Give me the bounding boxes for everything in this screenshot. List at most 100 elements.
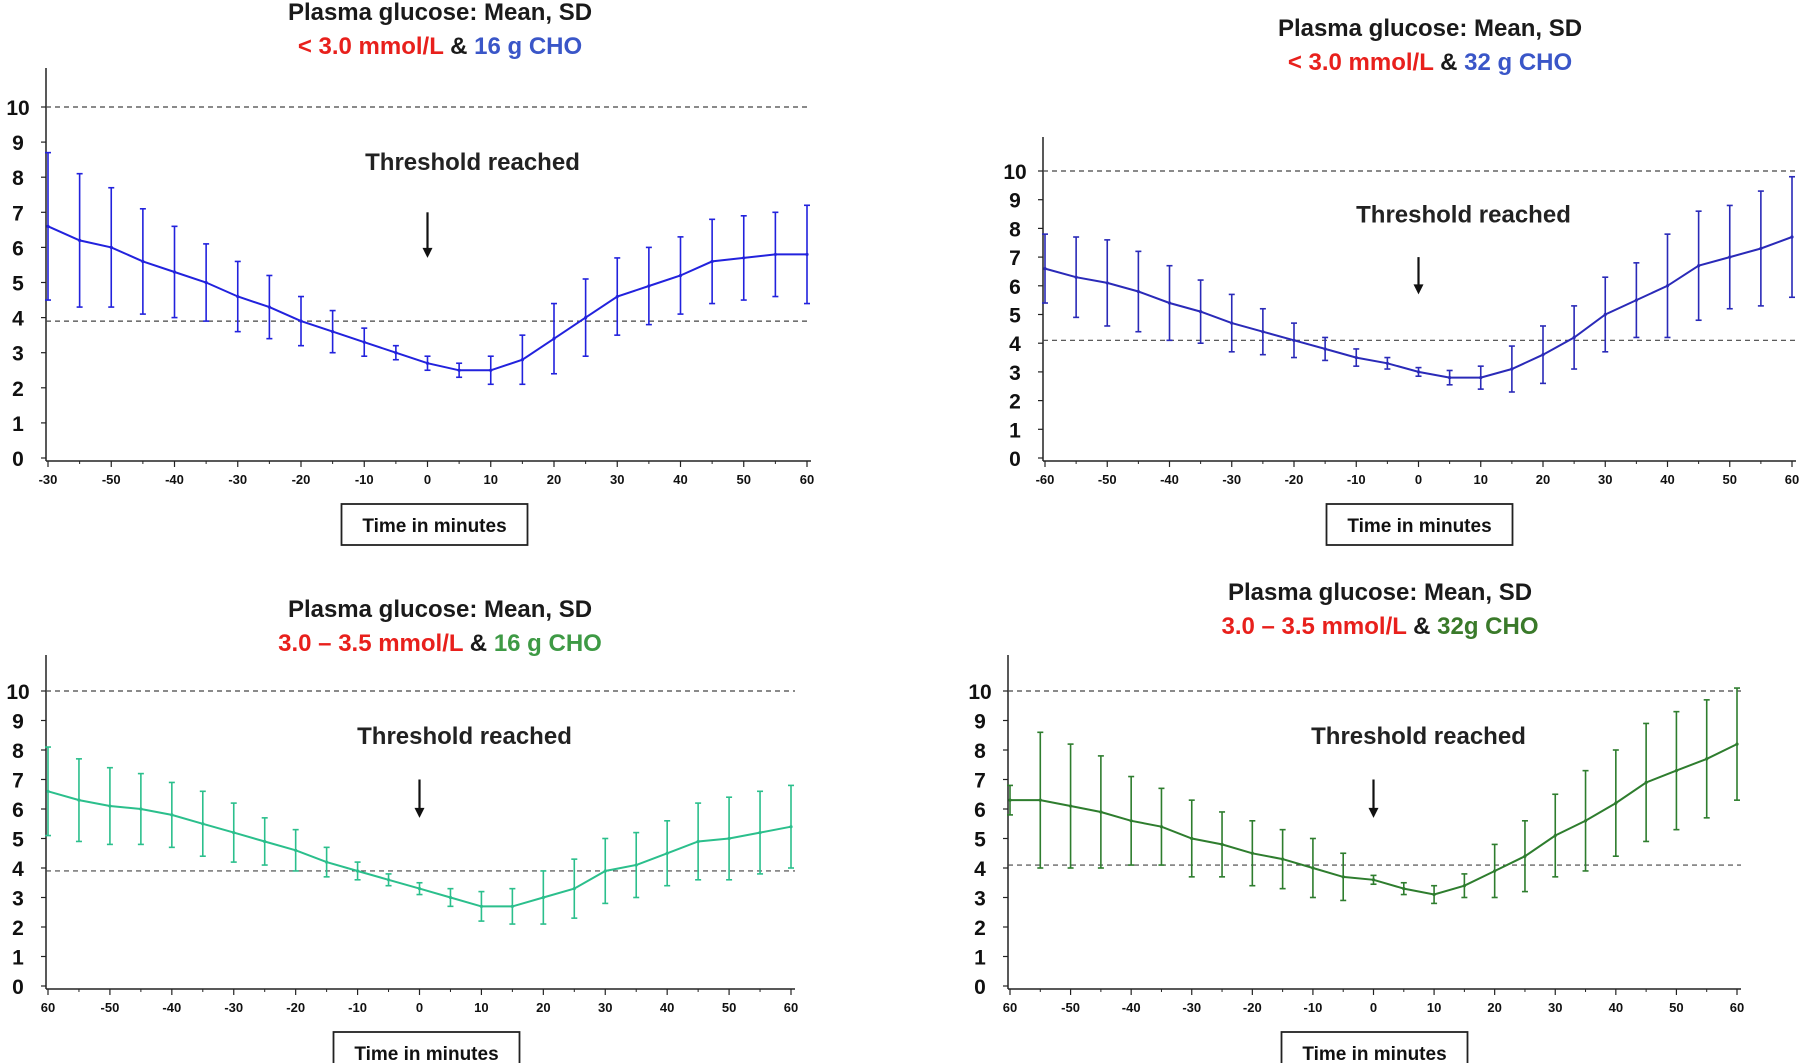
data-point — [541, 895, 545, 900]
data-point — [665, 851, 669, 855]
x-tick-label: 40 — [1609, 1000, 1623, 1015]
y-tick-label: 5 — [12, 829, 24, 852]
y-tick-label: 0 — [1009, 448, 1021, 471]
x-tick-label: 20 — [1536, 472, 1550, 487]
data-point — [1603, 312, 1607, 317]
x-tick-label: 30 — [598, 1000, 612, 1015]
x-axis-label-box — [1325, 503, 1514, 546]
data-point — [1323, 347, 1327, 351]
arrow-head — [1413, 284, 1424, 295]
x-tick-label: 60 — [784, 1000, 798, 1015]
chart-1-subtitle: < 3.0 mmol/L & 16 g CHO — [225, 30, 655, 64]
y-tick-label: 2 — [974, 917, 986, 940]
x-tick-label: 40 — [1660, 472, 1674, 487]
data-point — [773, 252, 777, 257]
x-tick-label: 20 — [547, 472, 561, 487]
y-tick-label: 3 — [1009, 362, 1021, 385]
x-axis-label: Time in minutes — [354, 1044, 498, 1063]
x-tick-label: 50 — [737, 472, 751, 487]
x-tick-label: 60 — [800, 472, 814, 487]
y-tick-label: 0 — [12, 976, 24, 999]
x-tick-label: 0 — [416, 1000, 423, 1015]
y-tick-label: 8 — [1009, 218, 1021, 241]
data-point — [294, 848, 298, 852]
data-point — [510, 904, 514, 908]
data-point — [1371, 878, 1376, 882]
data-point — [1220, 842, 1224, 847]
chart-2-subtitle-threshold: < 3.0 mmol/L — [1287, 49, 1434, 76]
data-point — [479, 904, 484, 908]
x-tick-label: 50 — [722, 1000, 736, 1015]
data-point — [1199, 310, 1203, 314]
y-tick-label: 5 — [1009, 305, 1021, 328]
chart-3: 0 1 2 3 4 5 6 7 8 9 10 60 -50 -40 -30 -20 -10 0 10 20 30 40 50… — [6, 655, 798, 1063]
x-tick-label: 40 — [673, 472, 687, 487]
data-point — [1129, 819, 1133, 823]
arrow-head — [414, 807, 425, 818]
y-tick-label: 4 — [12, 858, 24, 881]
data-point — [1190, 836, 1194, 841]
chart-3-subtitle-cho: 16 g CHO — [493, 630, 602, 657]
data-point — [789, 825, 793, 829]
chart-1: 0 1 2 3 4 5 6 7 8 9 10 -30 -50 -40 -30 -20 -10 0 10 20 30 40 5… — [6, 68, 814, 546]
annotation-threshold: Threshold reached — [357, 723, 572, 750]
data-point — [1354, 355, 1358, 360]
y-tick-label: 7 — [974, 770, 986, 793]
data-point — [1572, 335, 1576, 340]
x-tick-label: 50 — [1669, 1000, 1683, 1015]
y-tick-label: 1 — [12, 947, 24, 970]
x-axis-label: Time in minutes — [1347, 516, 1491, 537]
chart-2-subtitle: < 3.0 mmol/L & 32 g CHO — [1215, 46, 1645, 80]
arrow-head — [1368, 807, 1379, 818]
chart-2-subtitle-cho: 32 g CHO — [1464, 49, 1573, 76]
y-tick-label: 8 — [12, 740, 24, 763]
data-point — [1634, 298, 1638, 302]
data-point — [727, 836, 731, 841]
y-tick-label: 0 — [974, 976, 986, 999]
y-tick-label: 1 — [12, 413, 24, 436]
data-point — [678, 273, 683, 278]
data-point — [1341, 875, 1345, 879]
x-tick-label: 10 — [1474, 472, 1488, 487]
x-tick-label: -10 — [355, 472, 374, 487]
data-point — [1705, 757, 1709, 761]
y-tick-label: 4 — [12, 308, 24, 331]
x-tick-label: -40 — [165, 472, 184, 487]
arrow-head — [422, 247, 433, 258]
x-tick-label: -50 — [102, 472, 121, 487]
data-point — [386, 878, 391, 882]
y-tick-label: 10 — [1003, 161, 1026, 184]
data-point — [299, 319, 303, 323]
y-tick-label: 6 — [12, 799, 24, 822]
x-tick-label: 60 — [1730, 1000, 1744, 1015]
data-point — [108, 804, 112, 808]
data-point — [232, 831, 236, 835]
x-tick-label: -20 — [286, 1000, 305, 1015]
data-point — [457, 368, 461, 372]
y-tick-label: 3 — [12, 888, 24, 911]
data-point — [520, 358, 524, 362]
annotation-threshold: Threshold reached — [1356, 202, 1571, 229]
x-tick-label: -30 — [39, 472, 58, 487]
chart-1-title: Plasma glucose: Mean, SD — [287, 0, 593, 26]
x-tick-label: -40 — [1160, 472, 1179, 487]
data-point — [1432, 892, 1436, 897]
data-point — [1008, 798, 1012, 802]
x-tick-label: -50 — [101, 1000, 120, 1015]
y-tick-label: 8 — [12, 167, 24, 190]
data-point — [331, 330, 335, 334]
y-tick-label: 2 — [12, 378, 24, 401]
y-tick-label: 1 — [1009, 419, 1021, 442]
data-point — [758, 831, 762, 835]
x-tick-label: -50 — [1098, 472, 1117, 487]
x-tick-label: 10 — [1427, 1000, 1441, 1015]
chart-2-title: Plasma glucose: Mean, SD — [1277, 15, 1583, 42]
x-tick-label: 20 — [536, 1000, 550, 1015]
data-point — [1136, 289, 1140, 294]
data-point — [1674, 769, 1679, 773]
data-point — [1099, 810, 1103, 814]
y-tick-label: 1 — [974, 947, 986, 970]
chart-4-subtitle-amp: & — [1413, 613, 1431, 640]
data-point — [170, 813, 174, 817]
